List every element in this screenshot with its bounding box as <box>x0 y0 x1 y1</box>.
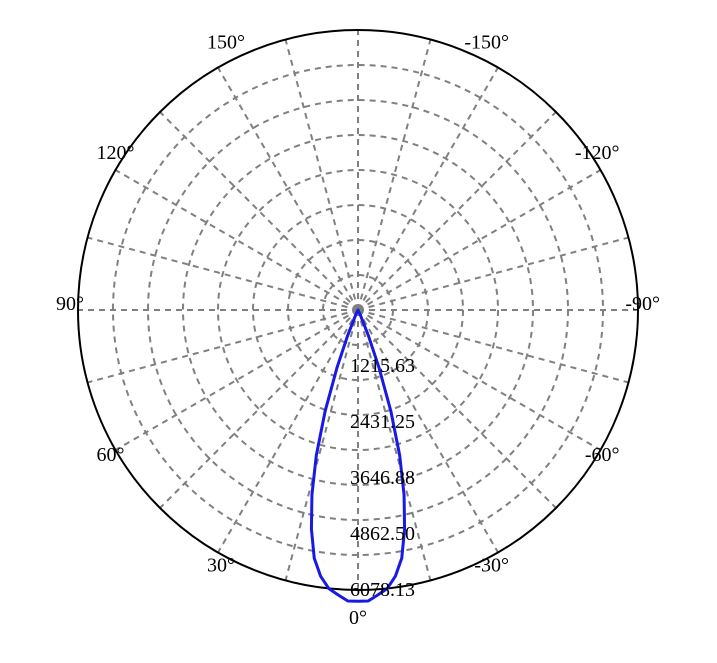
grid-spoke <box>358 238 628 310</box>
grid-spoke <box>286 40 358 310</box>
angle-label: 60° <box>96 444 124 466</box>
grid-spoke <box>160 112 358 310</box>
angle-label: -150° <box>464 31 509 53</box>
polar-chart: ±180° 150° 120° 90° 60° 30° 0° -30° -60° -90° -120… <box>0 0 717 663</box>
grid-spoke <box>358 112 556 310</box>
radial-label: 1215.63 <box>350 355 415 377</box>
angle-label: 0° <box>349 607 367 629</box>
angle-label: 150° <box>207 31 245 53</box>
grid-spoke <box>116 170 358 310</box>
angle-label: 90° <box>56 293 84 315</box>
grid-spoke <box>358 68 498 310</box>
angle-label: 120° <box>96 142 134 164</box>
angle-label: 30° <box>207 555 235 577</box>
polar-svg: ±180° 150° 120° 90° 60° 30° 0° -30° -60° -90° -120… <box>0 0 717 663</box>
angle-label: -30° <box>474 555 509 577</box>
radial-label: 2431.25 <box>350 411 415 433</box>
angle-label: -120° <box>575 142 620 164</box>
angle-label: -90° <box>625 293 660 315</box>
angle-label: ±180° <box>334 0 383 1</box>
grid-spoke <box>88 310 358 382</box>
radial-label: 3646.88 <box>350 467 415 489</box>
radial-label: 6078.13 <box>350 579 415 601</box>
grid-spoke <box>218 310 358 552</box>
grid-spoke <box>160 310 358 508</box>
radial-label: 4862.50 <box>350 523 415 545</box>
angle-label: -60° <box>585 444 620 466</box>
